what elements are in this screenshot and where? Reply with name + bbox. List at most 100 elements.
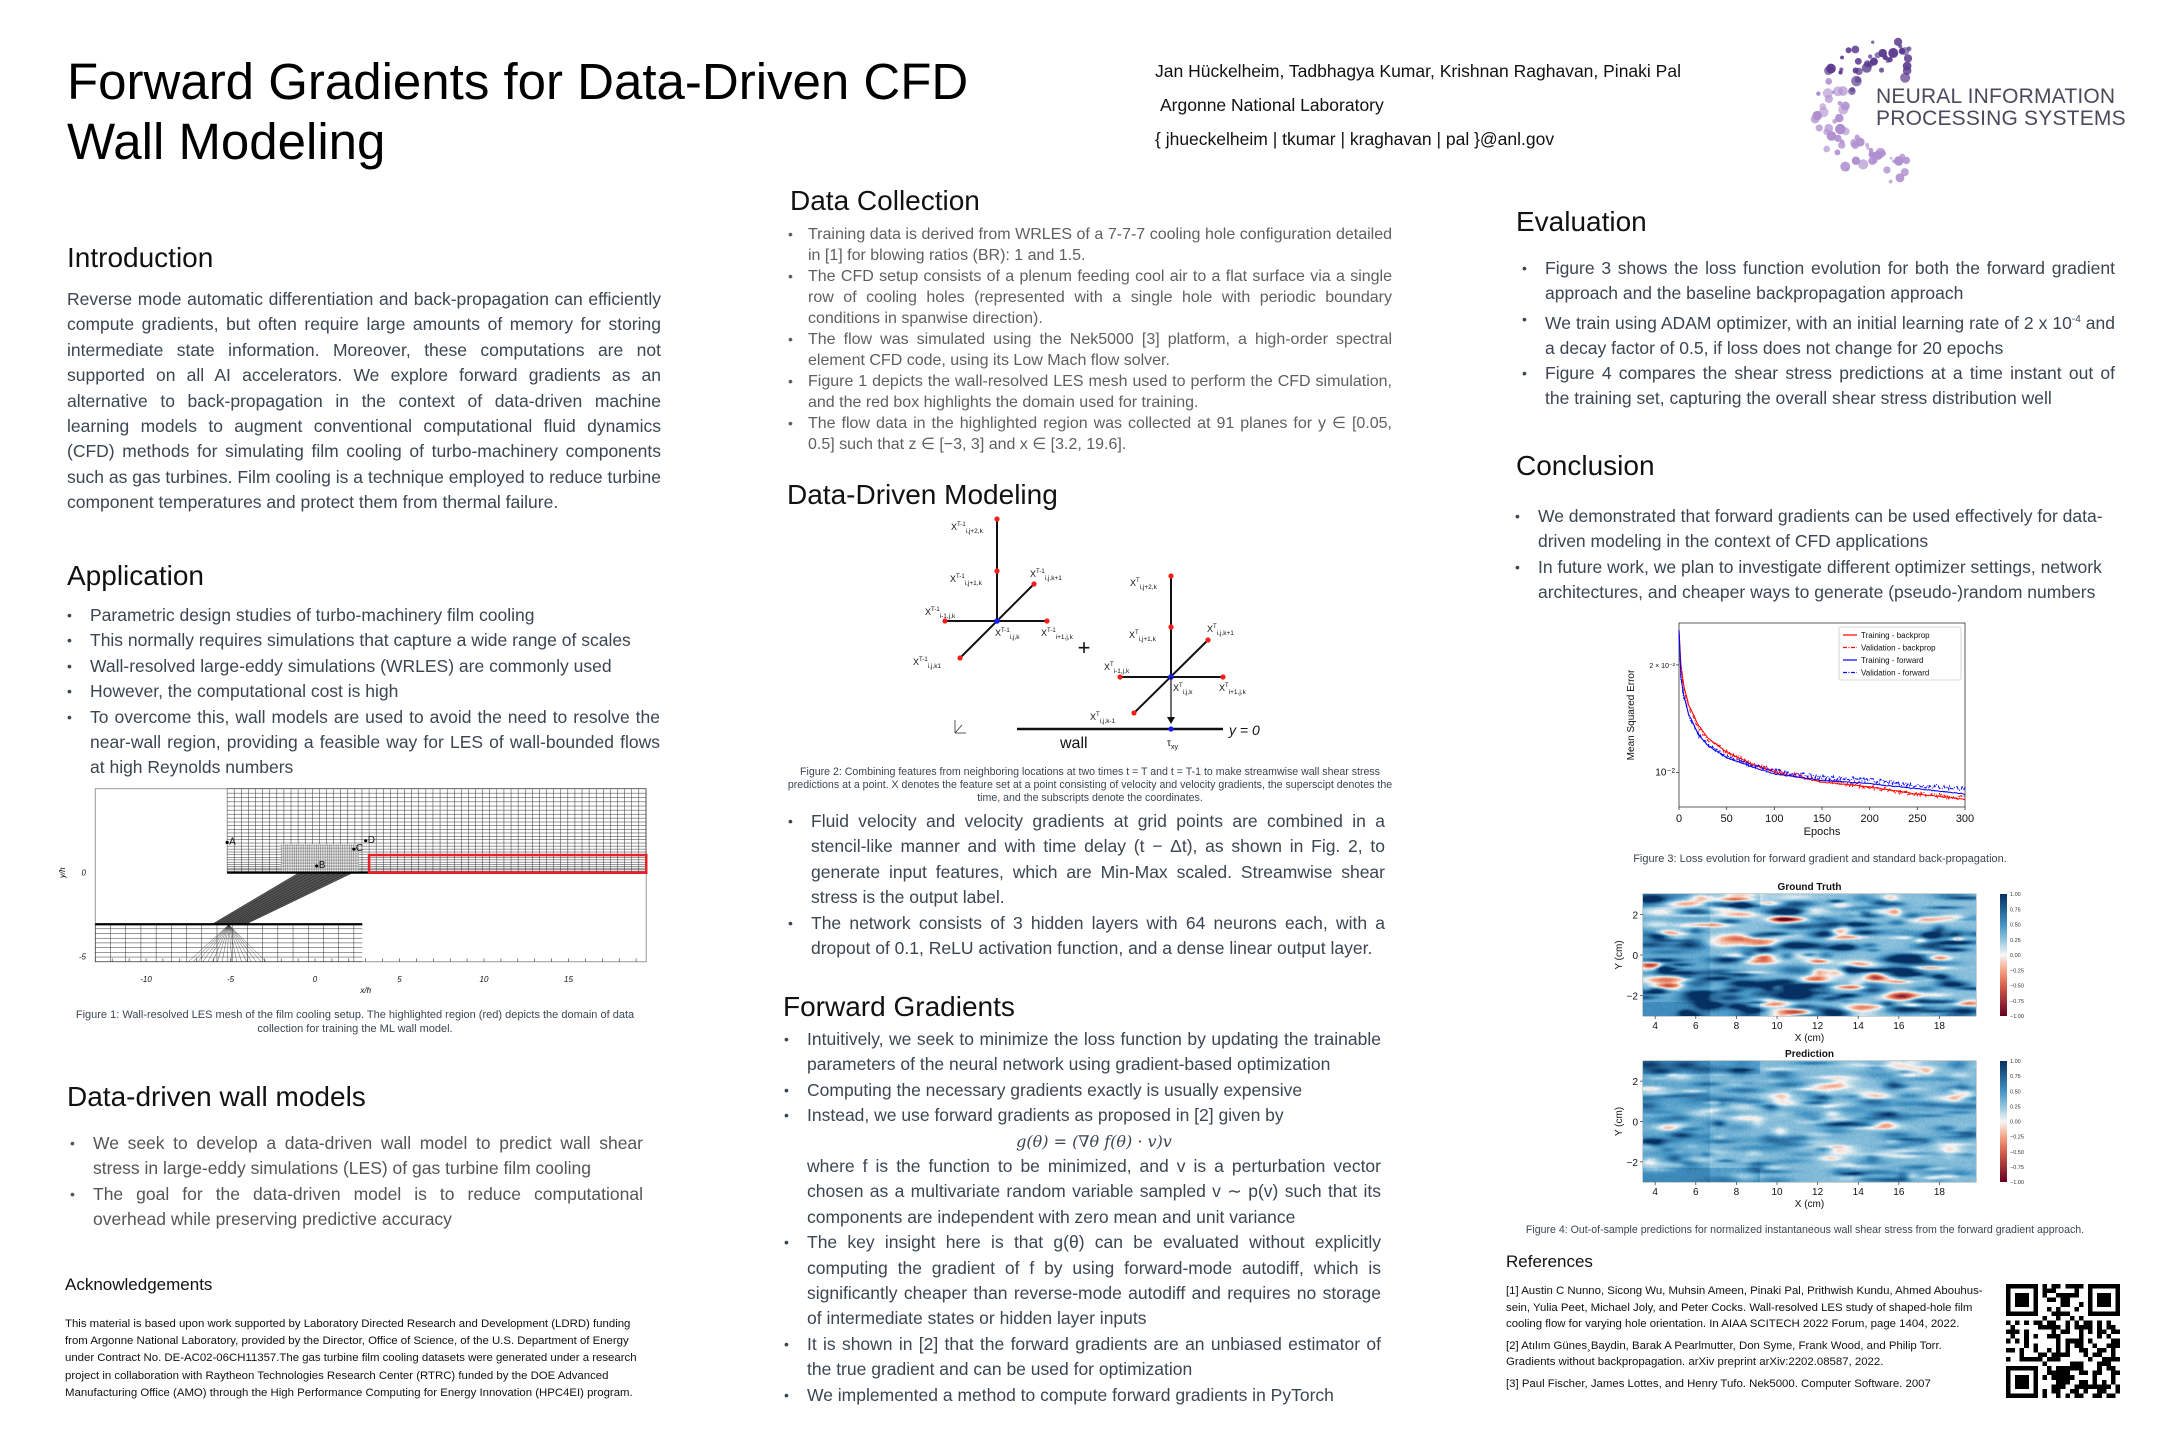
qr-module xyxy=(2065,1302,2070,1307)
qr-module xyxy=(2024,1393,2029,1398)
qr-module xyxy=(2078,1384,2084,1389)
colorbar-tick-label: −0.25 xyxy=(2010,968,2024,974)
logo-dot xyxy=(1835,113,1844,123)
mesh-line xyxy=(222,924,229,962)
qr-module xyxy=(2056,1384,2061,1389)
qr-module xyxy=(2042,1284,2048,1289)
qr-module xyxy=(2006,1388,2011,1394)
y-axis-label: y/h xyxy=(58,867,67,879)
probe-point xyxy=(225,840,229,845)
qr-module xyxy=(2069,1388,2075,1394)
qr-module xyxy=(2051,1297,2057,1303)
list-item: We implemented a method to compute forwa… xyxy=(784,1383,1381,1409)
qr-module xyxy=(2051,1375,2057,1380)
qr-module xyxy=(2101,1311,2107,1316)
qr-module xyxy=(2015,1338,2020,1344)
qr-module xyxy=(2074,1293,2079,1298)
qr-module xyxy=(2115,1356,2120,1362)
qr-module xyxy=(2042,1375,2048,1380)
reference-item: [3] Paul Fischer, James Lottes, and Henr… xyxy=(1506,1377,1931,1390)
y-tick-label: 0 xyxy=(1632,951,1638,962)
mesh-line xyxy=(228,924,233,962)
mesh-line xyxy=(218,872,310,925)
qr-module xyxy=(2033,1388,2038,1394)
qr-module xyxy=(2056,1334,2061,1339)
y-axis-label: Mean Squared Error xyxy=(1626,669,1637,760)
references-list: [1] Austin C Nunno, Sicong Wu, Muhsin Am… xyxy=(1506,1283,1984,1397)
qr-module xyxy=(2074,1284,2079,1289)
qr-module xyxy=(2047,1297,2052,1303)
qr-module xyxy=(2015,1393,2020,1398)
qr-module xyxy=(2110,1393,2116,1398)
neighbor-point xyxy=(1031,581,1037,587)
qr-module xyxy=(2083,1370,2089,1376)
series-line-4 xyxy=(1678,633,1966,793)
qr-module xyxy=(2097,1320,2102,1326)
qr-module xyxy=(2078,1366,2084,1371)
qr-module xyxy=(2042,1325,2048,1330)
qr-module xyxy=(2006,1288,2011,1294)
qr-module xyxy=(2065,1311,2070,1316)
mesh-line xyxy=(217,924,229,962)
probe-point xyxy=(315,864,319,868)
qr-module xyxy=(2056,1343,2061,1348)
highlight-region-box xyxy=(367,853,648,874)
colorbar-tick-label: 0.25 xyxy=(2010,1104,2021,1110)
y-tick-label: 2 xyxy=(1632,910,1638,921)
qr-module xyxy=(2065,1366,2070,1371)
mesh-line xyxy=(235,872,337,925)
qr-module xyxy=(2033,1379,2038,1385)
qr-module xyxy=(2024,1320,2029,1326)
qr-module xyxy=(2078,1343,2084,1348)
qr-module xyxy=(2101,1297,2107,1303)
qr-module xyxy=(2074,1306,2079,1312)
qr-module xyxy=(2101,1329,2107,1335)
qr-module xyxy=(2097,1384,2102,1389)
qr-module xyxy=(2115,1302,2120,1307)
x-tick-label: 10 xyxy=(1771,1021,1783,1032)
qr-module xyxy=(2015,1375,2020,1380)
qr-module xyxy=(2051,1370,2057,1376)
arrow-head-icon xyxy=(1167,717,1175,724)
list-item: The goal for the data-driven model is to… xyxy=(70,1182,643,1233)
qr-module xyxy=(2060,1329,2066,1335)
qr-module xyxy=(2069,1361,2075,1367)
qr-module xyxy=(2110,1311,2116,1316)
qr-module xyxy=(2028,1356,2034,1362)
x-tick-label: 8 xyxy=(1734,1021,1740,1032)
evaluation-list: Figure 3 shows the loss function evoluti… xyxy=(1522,256,2115,412)
qr-module xyxy=(2033,1393,2038,1398)
qr-module xyxy=(2060,1302,2066,1307)
logo-dot xyxy=(1845,47,1852,54)
qr-module xyxy=(2033,1284,2038,1289)
conclusion-list: We demonstrated that forward gradients c… xyxy=(1515,504,2105,605)
prev-feature-label: XT-1i,j,k1 xyxy=(913,657,941,670)
forward-gradients-list: Intuitively, we seek to minimize the los… xyxy=(784,1027,1381,1409)
qr-module xyxy=(2106,1320,2111,1326)
qr-module xyxy=(2083,1325,2089,1330)
title-line-2: Wall Modeling xyxy=(67,113,386,170)
qr-code[interactable] xyxy=(2006,1284,2120,1398)
qr-module xyxy=(2097,1370,2102,1376)
neighbor-point xyxy=(1131,710,1137,716)
qr-module xyxy=(2056,1315,2061,1321)
qr-module xyxy=(2078,1334,2084,1339)
x-tick-label: 200 xyxy=(1860,813,1878,825)
qr-module xyxy=(2033,1297,2038,1303)
qr-module xyxy=(2115,1293,2120,1298)
qr-module xyxy=(2056,1352,2061,1357)
logo-dot xyxy=(1858,159,1869,170)
qr-module xyxy=(2047,1370,2052,1376)
qr-module xyxy=(2078,1315,2084,1321)
qr-module xyxy=(2088,1284,2093,1289)
probe-label: D xyxy=(368,835,375,846)
logo-dot xyxy=(1878,67,1885,73)
qr-module xyxy=(2106,1334,2111,1339)
mesh-line xyxy=(215,872,305,925)
logo-dot xyxy=(1826,131,1837,141)
qr-module xyxy=(2078,1393,2084,1398)
qr-module xyxy=(2060,1375,2066,1380)
y-tick-label: −2 xyxy=(1627,1158,1639,1169)
mesh-line xyxy=(226,924,229,962)
logo-dot xyxy=(1824,94,1833,104)
